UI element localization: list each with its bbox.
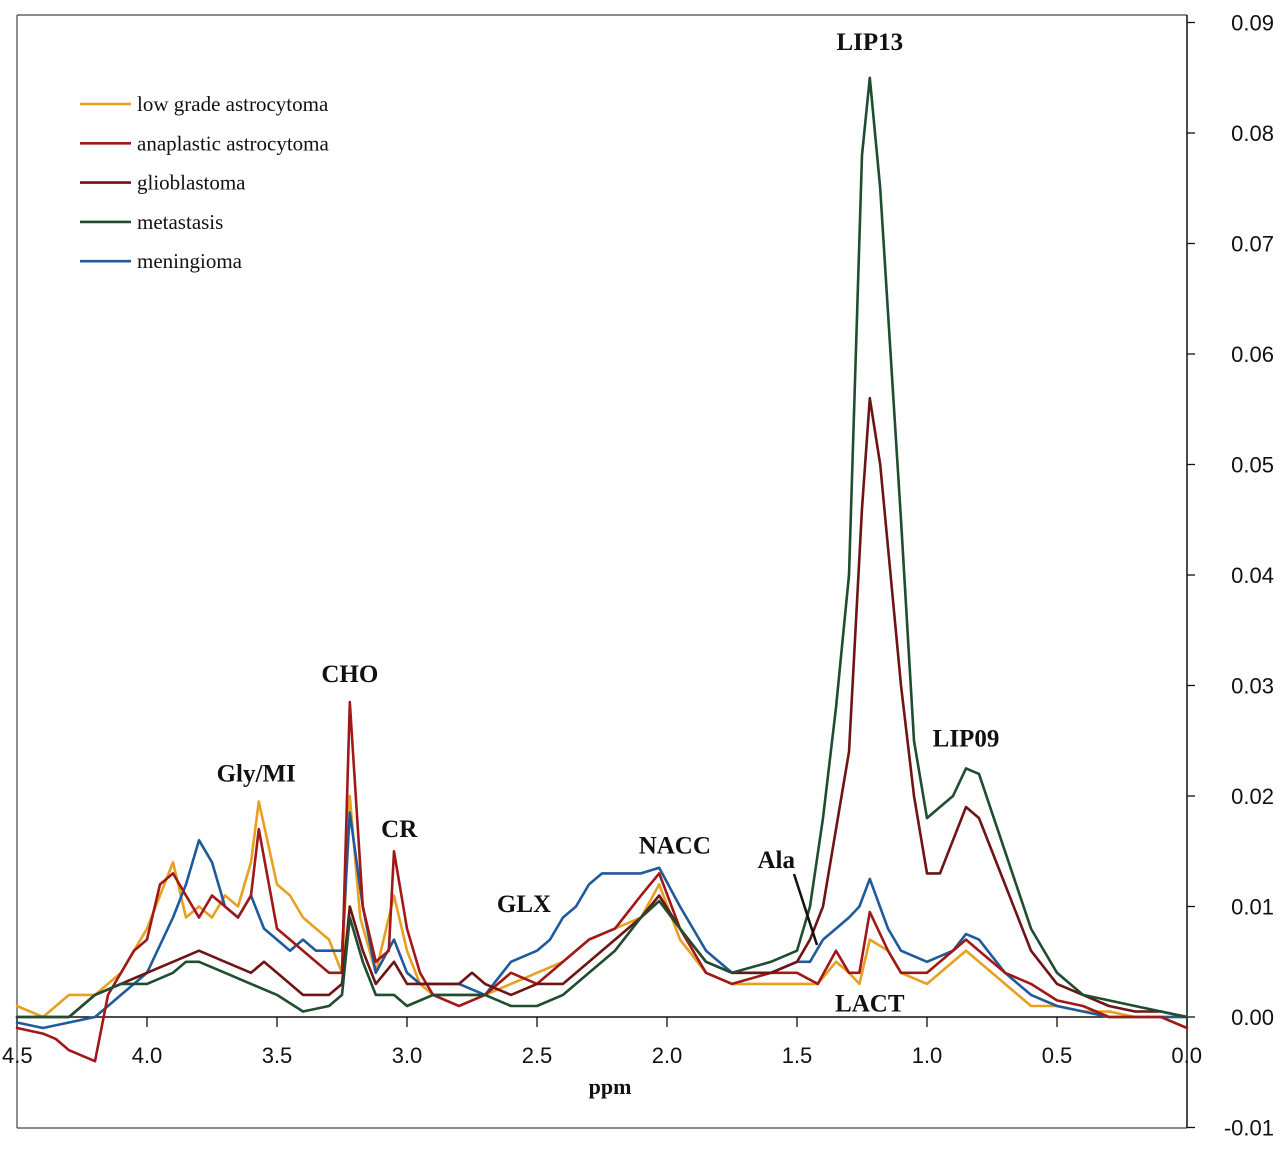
x-tick-label: 0.5 [1042,1043,1073,1068]
peak-label-cr: CR [381,816,418,843]
x-tick-label: 4.0 [132,1043,163,1068]
series-line-glioblastoma [15,396,1189,1019]
y-tick-label: -0.01 [1224,1116,1274,1141]
x-tick-label: 1.5 [782,1043,813,1068]
y-tick-label: 0.06 [1231,342,1274,367]
y-tick-label: 0.09 [1231,11,1274,36]
legend-label-meningioma: meningioma [137,249,243,273]
peak-label-gly-mi: Gly/MI [217,761,296,788]
series-line-meningioma [15,811,1189,1030]
legend: low grade astrocytoma anaplastic astrocyt… [80,92,330,273]
plot-frame [16,14,1188,1129]
ala-pointer-line [792,873,819,946]
peak-label-lact: LACT [835,990,905,1017]
y-axis-ticks: -0.01 0.00 0.01 0.02 0.03 0.04 0.05 0.06 0.07 0.0… [1187,11,1274,1141]
y-tick-label: 0.05 [1231,453,1274,478]
y-tick-label: 0.02 [1231,784,1274,809]
y-tick-label: 0.04 [1231,563,1274,588]
x-axis-ticks: 4.5 4.0 3.5 3.0 2.5 2.0 1.5 1.0 0.5 0.0 [2,1017,1202,1068]
x-tick-label: 2.0 [652,1043,683,1068]
x-tick-label: 4.5 [2,1043,33,1068]
legend-label-anaplastic-astrocytoma: anaplastic astrocytoma [137,131,330,155]
y-tick-label: 0.01 [1231,895,1274,920]
x-tick-label: 1.0 [912,1043,943,1068]
peak-annotations: LIP13 CHO Gly/MI CR NACC GLX Ala LACT LIP09 [217,29,1000,1017]
x-tick-label: 3.5 [262,1043,293,1068]
legend-label-glioblastoma: glioblastoma [137,171,246,195]
series-line-anaplastic-astrocytoma [15,700,1189,1063]
x-tick-label: 2.5 [522,1043,553,1068]
y-tick-label: 0.08 [1231,121,1274,146]
x-axis-label: ppm [589,1074,632,1099]
peak-label-ala: Ala [757,847,795,874]
y-tick-label: 0.03 [1231,674,1274,699]
series-line-metastasis [15,76,1189,1019]
legend-label-metastasis: metastasis [137,210,223,234]
legend-label-low-grade-astrocytoma: low grade astrocytoma [137,92,329,116]
series-lines [15,76,1189,1063]
y-tick-label: 0.00 [1231,1005,1274,1030]
x-tick-label: 0.0 [1171,1043,1202,1068]
peak-label-lip13: LIP13 [836,29,903,56]
y-tick-label: 0.07 [1231,232,1274,257]
peak-label-nacc: NACC [639,832,711,859]
peak-label-glx: GLX [497,891,551,918]
peak-label-lip09: LIP09 [933,725,1000,752]
peak-label-cho: CHO [321,661,378,688]
x-tick-label: 3.0 [392,1043,423,1068]
